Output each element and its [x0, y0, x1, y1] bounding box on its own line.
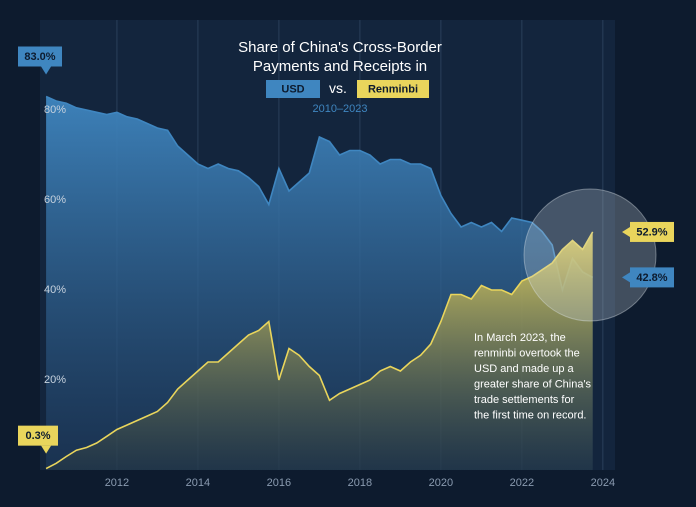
highlight-circle: [523, 188, 657, 322]
legend-label: USD: [281, 83, 304, 95]
legend-separator: vs.: [329, 80, 347, 96]
callout-box: [18, 46, 62, 67]
area: [46, 231, 593, 470]
callout-pointer: [41, 445, 52, 454]
callout-pointer: [622, 272, 630, 283]
legend-swatch: [357, 80, 429, 98]
annotation-line: the first time on record.: [474, 409, 587, 421]
annotation-line: trade settlements for: [474, 394, 575, 406]
y-tick-label: 60%: [44, 194, 66, 206]
line: [45, 231, 594, 470]
annotation-line: greater share of China's: [474, 378, 592, 390]
x-tick-label: 2016: [267, 477, 291, 489]
x-tick-label: 2024: [591, 477, 615, 489]
callout-pointer: [622, 226, 630, 237]
areas: [45, 95, 594, 470]
annotation-line: In March 2023, the: [474, 332, 566, 344]
x-tick-label: 2022: [510, 477, 534, 489]
data-label: 42.8%: [636, 272, 667, 284]
data-label: 83.0%: [24, 51, 55, 63]
annotation-line: renminbi overtook the: [474, 347, 580, 359]
callout-box: [630, 267, 674, 288]
y-tick-label: 80%: [44, 104, 66, 116]
annotation-line: USD and made up a: [474, 363, 575, 375]
data-label: 0.3%: [25, 430, 50, 442]
x-tick-label: 2018: [348, 477, 372, 489]
chart-title-line: Payments and Receipts in: [253, 58, 427, 75]
callout-box: [18, 425, 58, 446]
chart-title-line: Share of China's Cross-Border: [238, 39, 442, 56]
data-label: 52.9%: [636, 226, 667, 238]
labels: 2012 2014 2016 2018 2020 2022 2024 20% 40% 60% 80%…: [18, 46, 674, 489]
legend-label: Renminbi: [368, 83, 418, 95]
y-tick-label: 20%: [44, 374, 66, 386]
x-tick-label: 2020: [429, 477, 453, 489]
y-tick-label: 40%: [44, 284, 66, 296]
callout-box: [630, 221, 674, 242]
x-tick-label: 2014: [186, 477, 210, 489]
callout-pointer: [41, 66, 52, 75]
subtitle: 2010–2023: [312, 103, 367, 115]
line: [45, 95, 594, 294]
annotation: In March 2023, the renminbi overtook the U…: [474, 332, 592, 422]
x-tick-label: 2012: [105, 477, 129, 489]
legend-swatch: [266, 80, 320, 98]
